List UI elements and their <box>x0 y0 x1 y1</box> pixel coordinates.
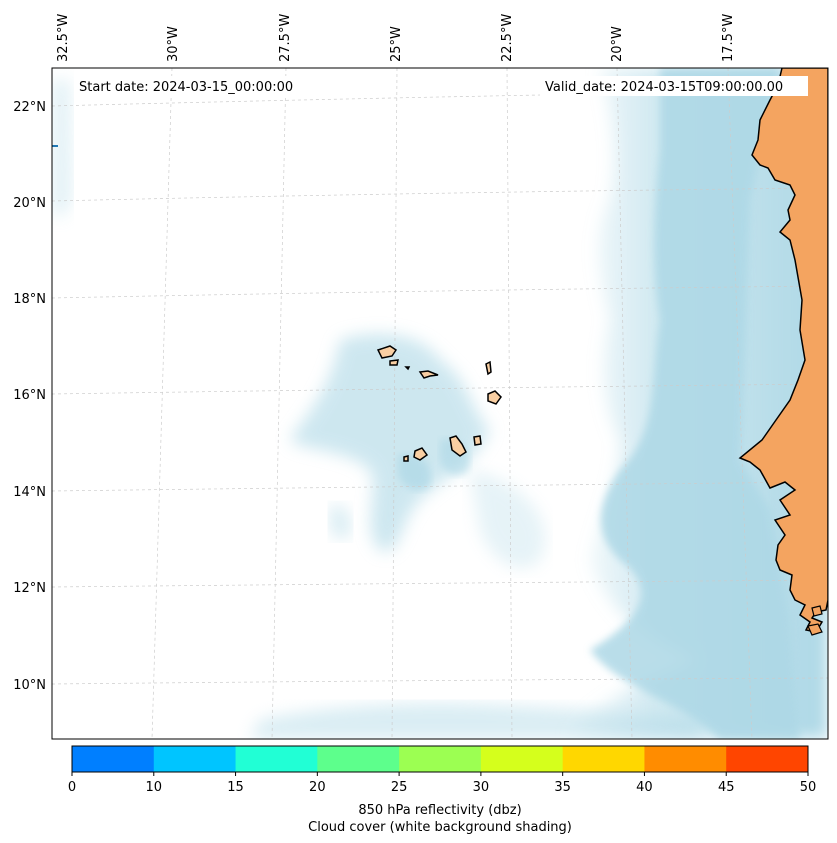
colorbar-frame <box>71 745 809 773</box>
bijagos-island-2 <box>811 605 823 617</box>
colorbar-tick-label: 30 <box>473 780 490 795</box>
colorbar-tick-label: 50 <box>800 780 817 795</box>
colorbar-tick-label: 15 <box>227 780 244 795</box>
colorbar-segment-7 <box>644 746 727 772</box>
valid-date-text: Valid_date: 2024-03-15T09:00:00.00 <box>545 80 783 95</box>
africa-coastline <box>738 68 828 633</box>
start-date-box <box>74 76 310 96</box>
colorbar-tick-label: 0 <box>68 780 76 795</box>
lon-label-32-5w: 32.5°W <box>56 14 71 62</box>
map-frame <box>51 67 829 740</box>
lon-label-17-5w: 17.5°W <box>721 14 736 62</box>
colorbar-segment-0 <box>72 746 155 772</box>
lat-label-16n: 16°N <box>13 388 46 403</box>
colorbar-segment-8 <box>726 746 809 772</box>
colorbar-tick-label: 25 <box>391 780 408 795</box>
colorbar-tick-label: 10 <box>146 780 163 795</box>
colorbar: 0 10 15 20 25 30 35 40 45 50 850 hPa reflectivity… <box>68 745 816 835</box>
longitude-labels: 32.5°W 30°W 27.5°W 25°W 22.5°W 20°W 17.5… <box>56 14 736 62</box>
colorbar-segment-3 <box>317 746 400 772</box>
colorbar-segment-1 <box>153 746 237 772</box>
island-boa-vista <box>487 390 502 405</box>
lat-label-22n: 22°N <box>13 100 46 115</box>
island-brava <box>403 455 409 462</box>
lon-label-20w: 20°W <box>610 26 625 62</box>
latitude-labels: 22°N 20°N 18°N 16°N 14°N 12°N 10°N <box>13 100 46 693</box>
colorbar-segments <box>72 746 809 772</box>
colorbar-segment-2 <box>235 746 318 772</box>
lat-label-10n: 10°N <box>13 678 46 693</box>
colorbar-segment-6 <box>562 746 645 772</box>
start-date-text: Start date: 2024-03-15_00:00:00 <box>79 80 293 95</box>
bijagos-island-1 <box>807 623 823 636</box>
colorbar-tick-label: 40 <box>636 780 653 795</box>
lat-label-12n: 12°N <box>13 581 46 596</box>
cloud-cover-shading <box>52 68 828 739</box>
cape-verde-islands <box>376 345 502 462</box>
colorbar-sublabel: Cloud cover (white background shading) <box>308 820 572 835</box>
colorbar-tick-label: 35 <box>554 780 571 795</box>
lon-label-22-5w: 22.5°W <box>500 14 515 62</box>
graticule <box>52 68 828 739</box>
island-fogo <box>413 447 429 461</box>
island-sal <box>485 360 492 376</box>
colorbar-segment-4 <box>399 746 482 772</box>
lat-label-18n: 18°N <box>13 292 46 307</box>
colorbar-segment-5 <box>480 746 564 772</box>
island-maio <box>473 435 482 446</box>
lon-label-30w: 30°W <box>166 26 181 62</box>
colorbar-ticks: 0 10 15 20 25 30 35 40 45 50 <box>68 772 816 795</box>
valid-date-box <box>540 76 808 96</box>
island-sao-nicolau <box>418 370 439 379</box>
island-santo-antao <box>376 345 398 359</box>
lon-label-25w: 25°W <box>389 26 404 62</box>
island-santiago <box>449 435 467 457</box>
colorbar-tick-label: 45 <box>718 780 735 795</box>
map-panel: Start date: 2024-03-15_00:00:00 Valid_da… <box>52 68 828 739</box>
island-sao-vicente <box>389 359 399 366</box>
lon-label-27-5w: 27.5°W <box>278 14 293 62</box>
colorbar-tick-label: 20 <box>309 780 326 795</box>
colorbar-label: 850 hPa reflectivity (dbz) <box>358 803 521 818</box>
island-santa-luzia <box>404 366 411 371</box>
lat-label-20n: 20°N <box>13 196 46 211</box>
lat-label-14n: 14°N <box>13 485 46 500</box>
